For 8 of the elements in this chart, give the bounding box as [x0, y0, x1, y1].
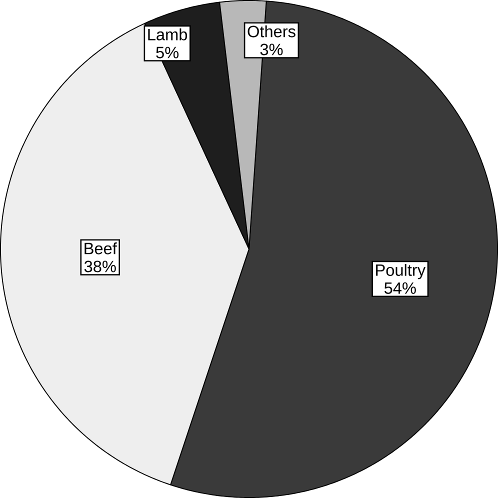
slice-label: Poultry: [376, 264, 426, 280]
slice-label: Others: [248, 25, 296, 38]
data-label: 5%: [156, 46, 179, 58]
data-label: 3%: [260, 44, 283, 56]
slice-label: Beef: [84, 242, 117, 254]
data-label: 38%: [84, 260, 116, 272]
slice-label: Lamb: [148, 28, 188, 40]
data-label: 54%: [384, 282, 416, 294]
